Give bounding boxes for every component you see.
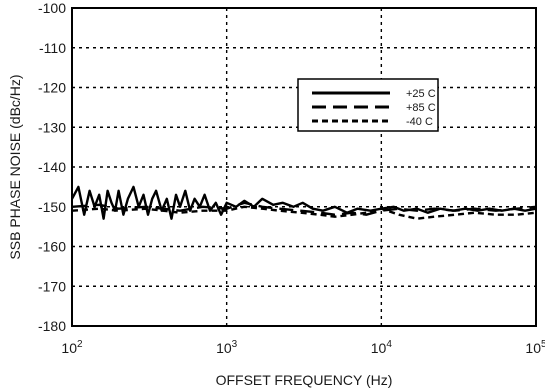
y-tick-label: -130 (38, 119, 66, 135)
x-tick-label: 103 (216, 339, 238, 356)
x-tick-label: 105 (525, 339, 545, 356)
grid (72, 8, 536, 326)
y-axis-label: SSB PHASE NOISE (dBc/Hz) (7, 74, 23, 259)
y-tick-label: -120 (38, 80, 66, 96)
y-tick-label: -150 (38, 199, 66, 215)
y-tick-label: -110 (39, 40, 66, 56)
y-tick-label: -170 (38, 278, 66, 294)
x-tick-label: 104 (371, 339, 393, 356)
y-tick-label: -100 (38, 0, 66, 16)
legend-label: +25 C (406, 88, 436, 100)
x-tick-label: 102 (61, 339, 83, 356)
y-tick-label: -140 (38, 159, 66, 175)
legend-label: +85 C (406, 102, 436, 114)
series-line-2 (71, 201, 537, 216)
series-line-1 (70, 185, 537, 220)
y-tick-label: -160 (38, 239, 66, 255)
legend: +25 C +85 C -40 C (297, 78, 439, 132)
y-axis-ticks: -100 -110 -120 -130 -140 -150 -160 -170 -180 (38, 0, 66, 334)
x-axis-label: OFFSET FREQUENCY (Hz) (216, 372, 393, 388)
y-tick-label: -180 (38, 318, 66, 334)
series-line-3 (71, 205, 537, 220)
plot-frame (71, 7, 537, 327)
series-layer (70, 185, 537, 220)
legend-label: -40 C (406, 116, 433, 128)
x-axis-ticks: 102 103 104 105 (61, 339, 545, 356)
